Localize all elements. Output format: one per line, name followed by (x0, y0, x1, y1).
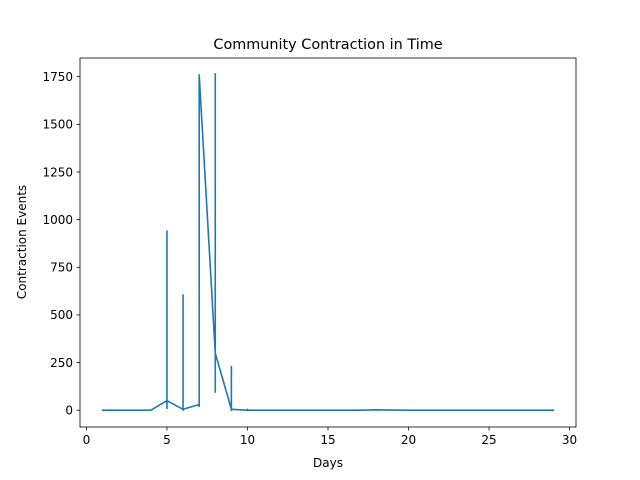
x-tick-label: 20 (401, 433, 416, 447)
x-axis-title: Days (313, 456, 343, 470)
y-tick-label: 0 (65, 404, 73, 418)
y-axis: 0 250 500 750 1000 1250 1500 1750 (42, 70, 80, 418)
y-tick-label: 1250 (42, 165, 73, 179)
x-axis: 0 5 10 15 20 25 30 (83, 427, 577, 447)
x-tick-label: 10 (240, 433, 255, 447)
x-tick-label: 0 (83, 433, 91, 447)
y-tick-label: 500 (50, 308, 73, 322)
y-tick-label: 1500 (42, 118, 73, 132)
y-tick-label: 250 (50, 356, 73, 370)
chart-title: Community Contraction in Time (213, 37, 442, 53)
plot-area (101, 73, 555, 412)
x-tick-label: 5 (163, 433, 171, 447)
y-tick-label: 1000 (42, 213, 73, 227)
x-tick-label: 15 (320, 433, 335, 447)
x-tick-label: 25 (481, 433, 496, 447)
y-axis-title: Contraction Events (15, 185, 29, 299)
series-line (101, 73, 555, 412)
y-tick-label: 1750 (42, 70, 73, 84)
x-tick-label: 30 (562, 433, 577, 447)
y-tick-label: 750 (50, 261, 73, 275)
